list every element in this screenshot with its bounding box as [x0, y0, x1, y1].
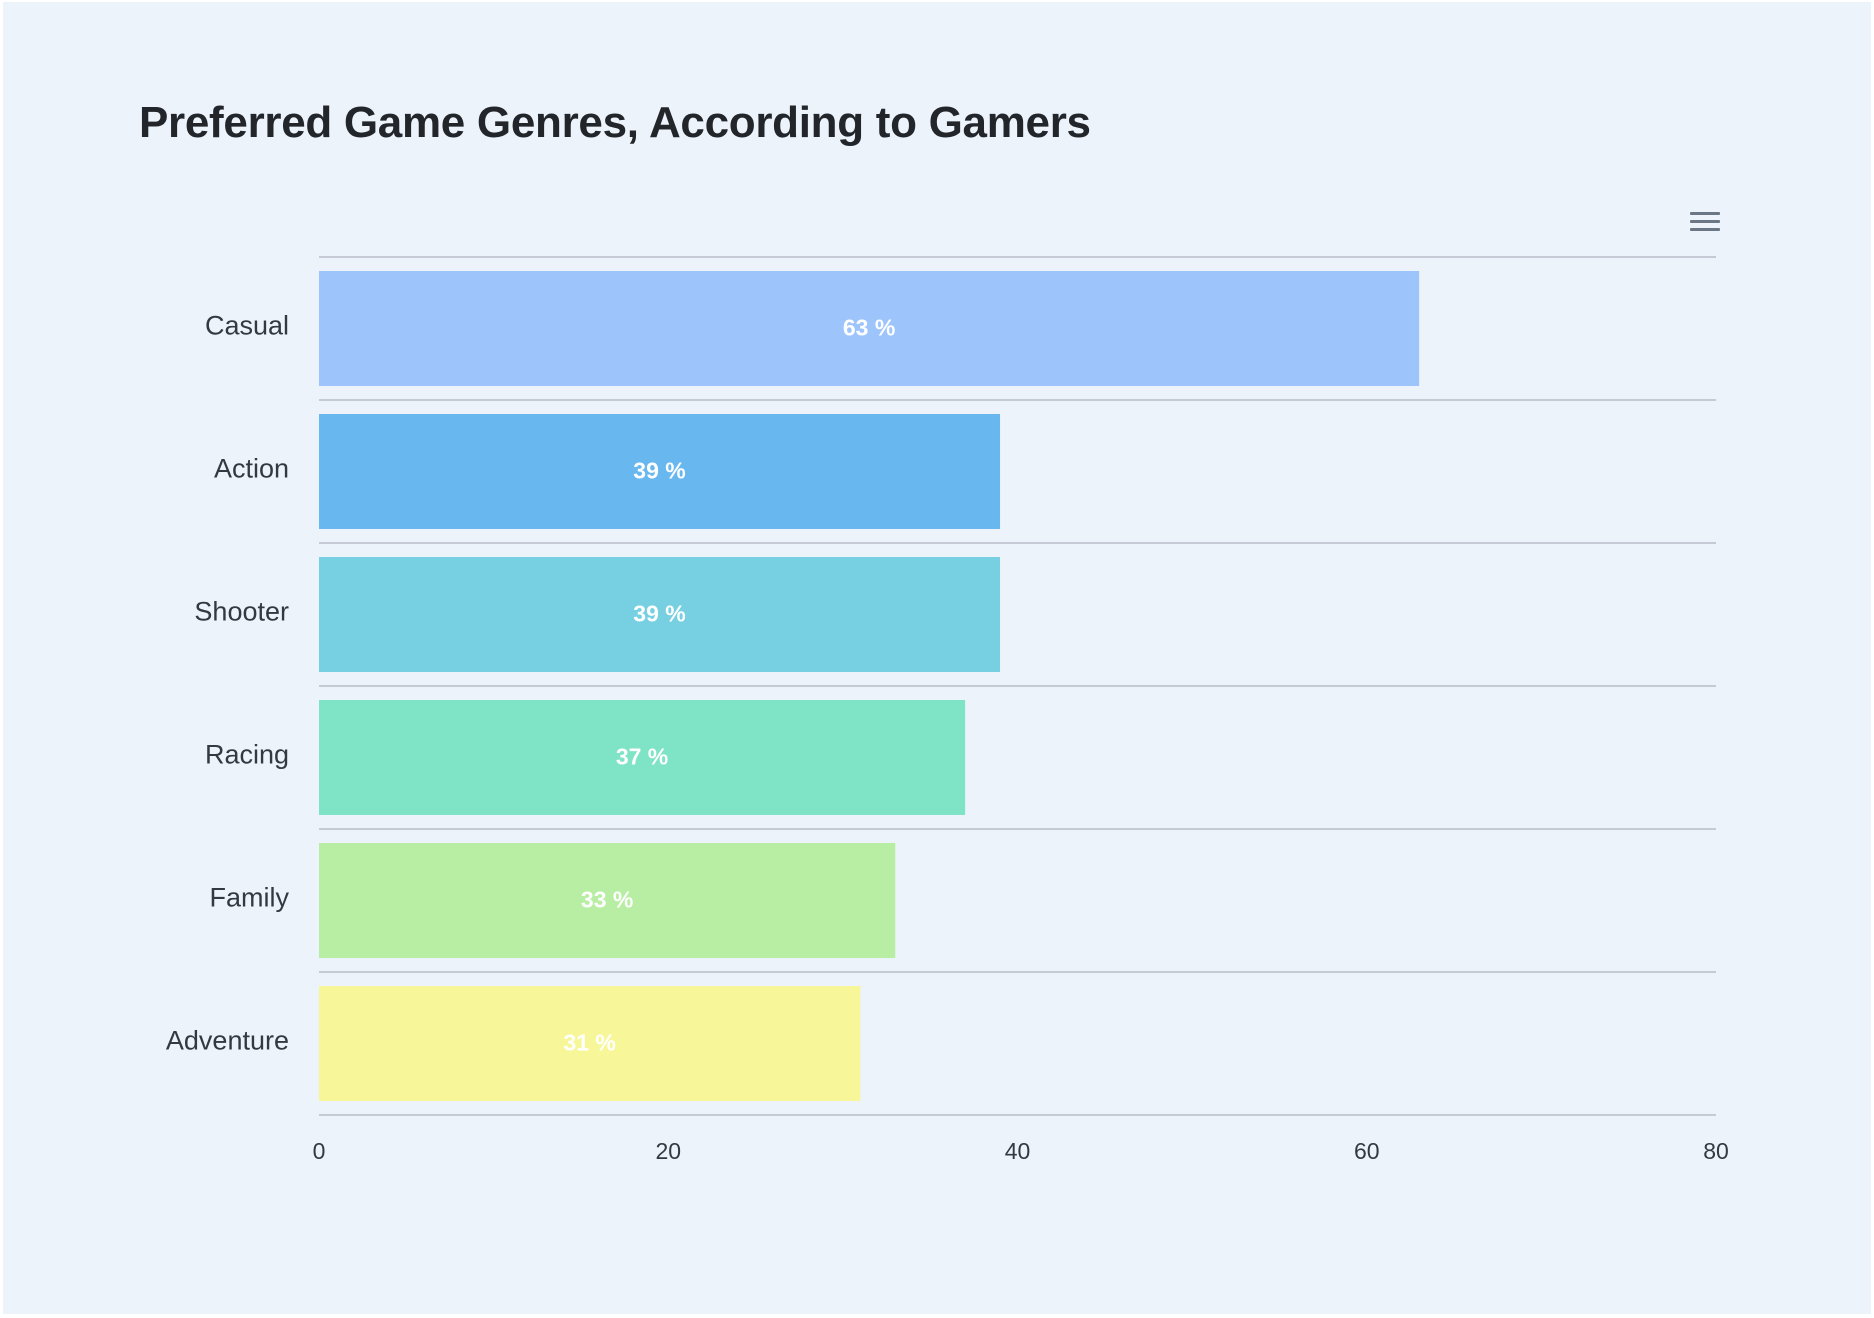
category-label-casual: Casual	[205, 311, 289, 341]
hamburger-menu-icon-line	[1690, 212, 1720, 215]
chart-menu-button[interactable]	[1685, 206, 1725, 242]
category-label-action: Action	[214, 454, 289, 484]
data-label-shooter: 39 %	[633, 601, 685, 627]
data-label-action: 39 %	[633, 458, 685, 484]
hamburger-menu-icon-line	[1690, 228, 1720, 231]
bar-action	[319, 414, 1001, 529]
data-label-casual: 63 %	[843, 315, 895, 341]
x-tick-label: 40	[1005, 1138, 1031, 1164]
category-label-family: Family	[210, 883, 290, 913]
x-tick-label: 60	[1354, 1138, 1380, 1164]
bar-chart: 63 % Casual 39 % Action 39 % Shooter 37 % Racin…	[166, 256, 1729, 1164]
bar-family	[319, 843, 896, 958]
data-label-family: 33 %	[581, 887, 633, 913]
bar-shooter	[319, 557, 1001, 672]
bar-adventure	[319, 986, 861, 1101]
category-label-shooter: Shooter	[194, 597, 289, 627]
chart-title: Preferred Game Genres, According to Game…	[139, 98, 1091, 147]
x-tick-label: 80	[1703, 1138, 1729, 1164]
category-label-adventure: Adventure	[166, 1026, 289, 1056]
bar-racing	[319, 700, 966, 815]
chart-page: Preferred Game Genres, According to Game…	[3, 2, 1871, 1314]
x-tick-label: 0	[313, 1138, 326, 1164]
hamburger-menu-icon-line	[1690, 220, 1720, 223]
bar-casual	[319, 271, 1420, 386]
x-tick-label: 20	[655, 1138, 681, 1164]
category-label-racing: Racing	[205, 740, 289, 770]
data-label-racing: 37 %	[616, 744, 668, 770]
data-label-adventure: 31 %	[563, 1030, 615, 1056]
